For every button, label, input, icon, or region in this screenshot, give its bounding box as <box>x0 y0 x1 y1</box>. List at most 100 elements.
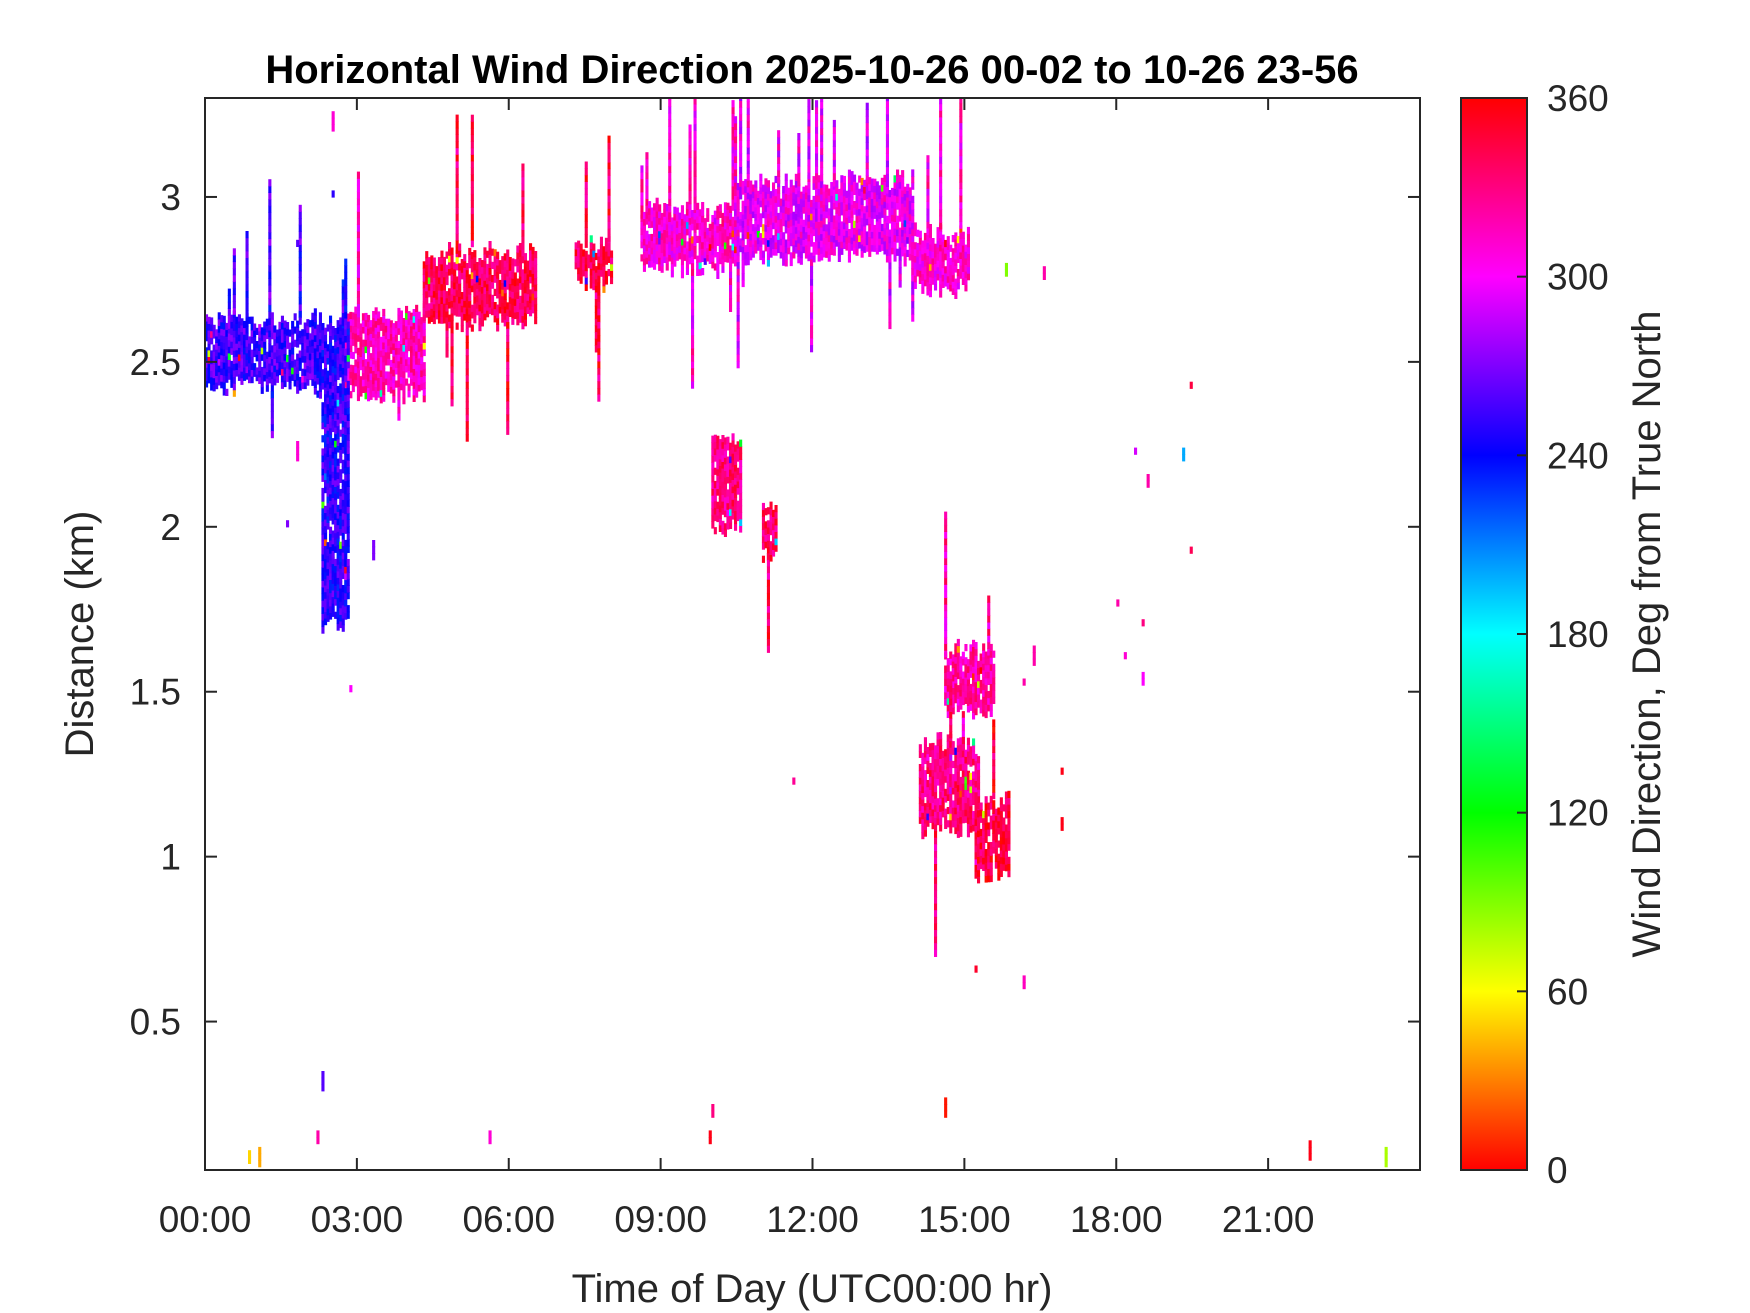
data-cell <box>989 650 993 658</box>
data-cell <box>480 312 484 320</box>
data-cell <box>483 267 487 275</box>
data-cell <box>736 513 740 522</box>
data-cell <box>212 344 216 352</box>
data-cell <box>498 299 502 307</box>
data-cell <box>334 506 338 514</box>
data-cell <box>653 223 657 231</box>
data-cell <box>344 335 348 343</box>
data-cell-streak <box>807 139 811 147</box>
data-cell <box>982 863 986 871</box>
data-cell <box>680 251 684 259</box>
data-cell <box>835 200 839 208</box>
data-cell-streak <box>455 187 459 195</box>
data-cell <box>734 451 738 459</box>
data-cell <box>959 232 963 240</box>
data-cell <box>511 304 515 312</box>
data-cell <box>956 645 960 653</box>
data-cell-streak <box>729 278 733 286</box>
data-cell-streak <box>594 272 598 280</box>
data-cell <box>736 441 740 449</box>
data-cell <box>273 338 277 346</box>
data-cell <box>736 474 740 482</box>
data-cell <box>673 252 677 261</box>
data-cell <box>928 243 932 251</box>
data-cell <box>982 669 986 677</box>
data-cell <box>812 209 816 217</box>
data-cell-streak <box>815 172 819 180</box>
data-cell <box>336 359 340 367</box>
data-cell <box>956 691 960 699</box>
data-cell <box>387 331 391 340</box>
data-cell <box>298 317 302 325</box>
data-cell <box>341 433 345 441</box>
data-cell <box>817 228 821 236</box>
data-cell <box>956 771 960 779</box>
data-cell <box>812 215 816 223</box>
data-cell <box>460 305 464 313</box>
data-cell-streak <box>911 307 915 316</box>
data-cell <box>225 362 229 370</box>
data-cell <box>858 201 862 210</box>
data-cell <box>782 232 786 240</box>
data-cell <box>931 277 935 285</box>
data-cell <box>255 327 259 335</box>
data-cell <box>974 845 978 853</box>
data-cell <box>928 743 932 751</box>
data-cell <box>341 413 345 421</box>
data-cell <box>723 202 727 210</box>
data-cell-streak <box>888 321 892 330</box>
data-cell <box>898 181 902 189</box>
data-cell <box>853 207 857 215</box>
data-cell <box>772 516 776 524</box>
data-cell <box>334 341 338 349</box>
data-cell <box>751 204 755 212</box>
data-cell <box>926 786 930 794</box>
data-cell <box>230 347 234 355</box>
data-cell-streak <box>597 374 601 382</box>
data-cell-streak <box>688 203 692 211</box>
data-cell <box>734 470 738 479</box>
data-cell-streak <box>926 221 930 229</box>
data-cell <box>275 336 279 344</box>
data-cell <box>997 807 1001 815</box>
data-cell <box>977 674 981 682</box>
data-cell <box>774 524 778 532</box>
data-cell-streak <box>731 179 735 187</box>
data-cell <box>529 243 533 251</box>
data-cell <box>237 360 241 368</box>
data-cell <box>875 234 879 242</box>
data-cell <box>349 364 353 372</box>
data-cell <box>493 262 497 270</box>
data-cell <box>531 246 535 255</box>
data-cell <box>463 260 467 268</box>
data-cell <box>326 344 330 352</box>
data-cell <box>954 291 958 299</box>
data-cell <box>982 837 986 845</box>
data-cell-streak <box>911 314 915 322</box>
data-cell <box>966 790 970 798</box>
data-cell <box>278 361 282 369</box>
data-cell <box>997 853 1001 861</box>
data-cell <box>205 360 209 368</box>
data-cell <box>592 283 596 291</box>
data-cell-streak <box>584 240 588 248</box>
data-cell <box>296 333 300 341</box>
data-cell <box>693 212 697 220</box>
data-cell <box>483 293 487 301</box>
data-cell <box>579 250 583 258</box>
data-cell <box>491 275 495 283</box>
data-cell <box>949 753 953 761</box>
data-cell <box>405 312 409 320</box>
data-cell-streak <box>693 110 697 118</box>
data-cell <box>407 317 411 325</box>
data-cell <box>326 601 330 609</box>
data-cell <box>592 243 596 251</box>
data-point <box>1032 652 1036 660</box>
data-cell-streak <box>741 240 745 248</box>
data-cell <box>1007 810 1011 818</box>
data-cell <box>392 362 396 370</box>
data-cell <box>465 276 469 284</box>
data-cell <box>683 253 687 261</box>
data-cell <box>286 322 290 330</box>
data-cell <box>865 205 869 213</box>
